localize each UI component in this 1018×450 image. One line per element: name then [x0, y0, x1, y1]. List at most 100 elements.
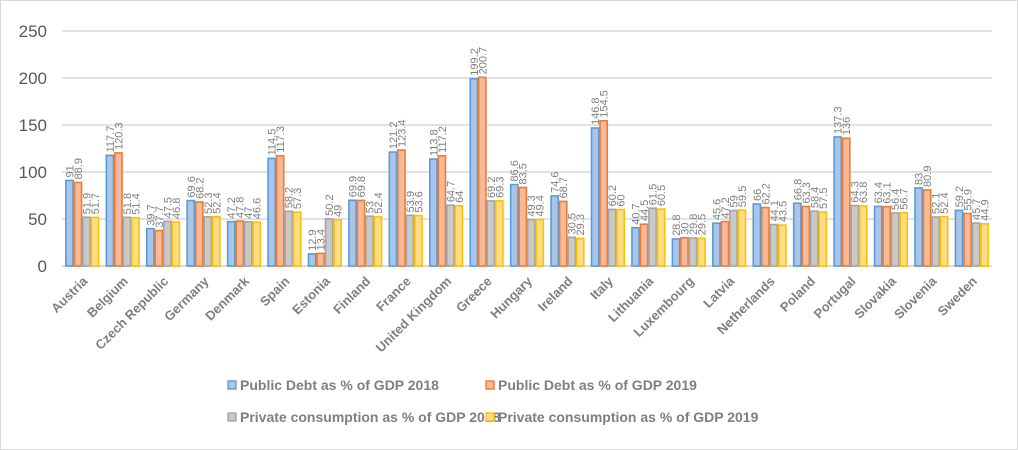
bar [680, 237, 689, 267]
bar [509, 183, 519, 267]
data-label: 69.9 [348, 176, 360, 197]
x-tick-label: Czech Republic [92, 274, 171, 353]
data-label: 53.6 [413, 191, 425, 212]
data-label: 57.5 [818, 188, 830, 209]
bar [226, 220, 236, 267]
data-label: 69.3 [494, 176, 506, 197]
data-label: 137.3 [833, 106, 845, 134]
data-label: 49.4 [535, 195, 547, 216]
data-label: 69.2 [486, 177, 498, 198]
bar [980, 222, 989, 267]
x-tick-label: Slovenia [891, 273, 940, 322]
x-tick-label: Portugal [811, 274, 859, 322]
bar [494, 200, 504, 267]
data-label: 46.8 [171, 198, 183, 219]
data-label: 52.4 [939, 192, 951, 213]
bar [963, 212, 972, 267]
data-label: 49 [333, 205, 345, 217]
legend-swatch [485, 412, 495, 422]
data-label: 121.2 [388, 122, 400, 150]
bar [697, 237, 706, 267]
data-label: 43.5 [777, 201, 789, 222]
data-label: 63.4 [873, 182, 885, 203]
bar [801, 205, 811, 267]
bar [454, 205, 464, 267]
data-label: 68.2 [194, 177, 206, 198]
data-label: 114.5 [267, 129, 279, 156]
data-label: 113.8 [428, 129, 440, 156]
data-label: 59 [728, 195, 740, 207]
data-label: 12.9 [307, 229, 319, 250]
data-label: 59.5 [737, 186, 749, 207]
bar [526, 218, 536, 267]
bar [73, 181, 83, 267]
data-label: 57.3 [292, 188, 304, 209]
bar [356, 199, 366, 267]
data-label: 136 [841, 117, 853, 135]
data-label: 52.3 [203, 192, 215, 213]
data-label: 63.3 [801, 182, 813, 203]
bar [154, 229, 164, 267]
data-label: 45.7 [971, 199, 983, 220]
data-label: 29.5 [696, 214, 708, 235]
bar [82, 216, 91, 267]
data-label: 61.5 [648, 184, 660, 205]
bar [267, 157, 277, 267]
bar [105, 154, 115, 267]
bar [437, 155, 447, 267]
data-label: 52.4 [211, 192, 223, 213]
legend: Public Debt as % of GDP 2018 Public Debt … [227, 377, 759, 425]
data-label: 66.8 [792, 179, 804, 200]
data-label: 59.2 [954, 186, 966, 207]
x-tick-label: Ireland [535, 273, 576, 314]
data-label: 47 [243, 207, 255, 219]
data-label: 117.7 [105, 126, 117, 153]
data-label: 91 [64, 165, 76, 177]
bar [307, 253, 317, 267]
bar [841, 137, 851, 267]
data-label: 64.3 [850, 181, 862, 202]
data-label: 63.1 [882, 182, 894, 203]
bar [131, 216, 140, 267]
bar [558, 200, 568, 267]
bar [729, 209, 738, 267]
bar [809, 210, 819, 267]
bar [405, 214, 415, 267]
bar [469, 77, 479, 267]
x-tick-label: Slovakia [851, 273, 899, 321]
legend-item: Public Debt as % of GDP 2019 [485, 377, 697, 393]
data-label: 58.2 [284, 187, 296, 208]
bar [599, 119, 609, 267]
bar [397, 149, 406, 267]
data-label: 44.9 [980, 199, 992, 220]
data-label: 49.3 [526, 195, 538, 216]
bars [65, 76, 989, 267]
data-label: 56.7 [899, 188, 911, 209]
data-label: 39.7 [145, 204, 157, 225]
x-tick-label: Hungary [487, 273, 535, 321]
bar [186, 199, 196, 267]
bar [792, 202, 802, 267]
bar [122, 216, 132, 267]
data-label: 51.9 [81, 193, 93, 214]
bar [639, 223, 649, 267]
data-label: 51.4 [130, 193, 142, 214]
bar [575, 237, 585, 267]
x-tick-label: Sweden [935, 273, 980, 318]
data-label: 63.8 [858, 182, 870, 203]
data-label: 117.3 [275, 126, 287, 153]
data-label: 80.9 [922, 166, 934, 187]
data-label: 28.8 [671, 215, 683, 236]
data-label: 47.2 [226, 197, 238, 218]
data-label: 56.4 [890, 189, 902, 210]
bar [65, 179, 74, 267]
bar [235, 220, 245, 267]
data-label: 64 [454, 191, 466, 203]
x-tick-label: Italy [587, 273, 617, 303]
bar [90, 216, 100, 267]
bar [688, 237, 698, 267]
data-label: 52.1 [931, 193, 943, 214]
bar [914, 187, 923, 267]
data-label: 46.6 [252, 198, 264, 219]
